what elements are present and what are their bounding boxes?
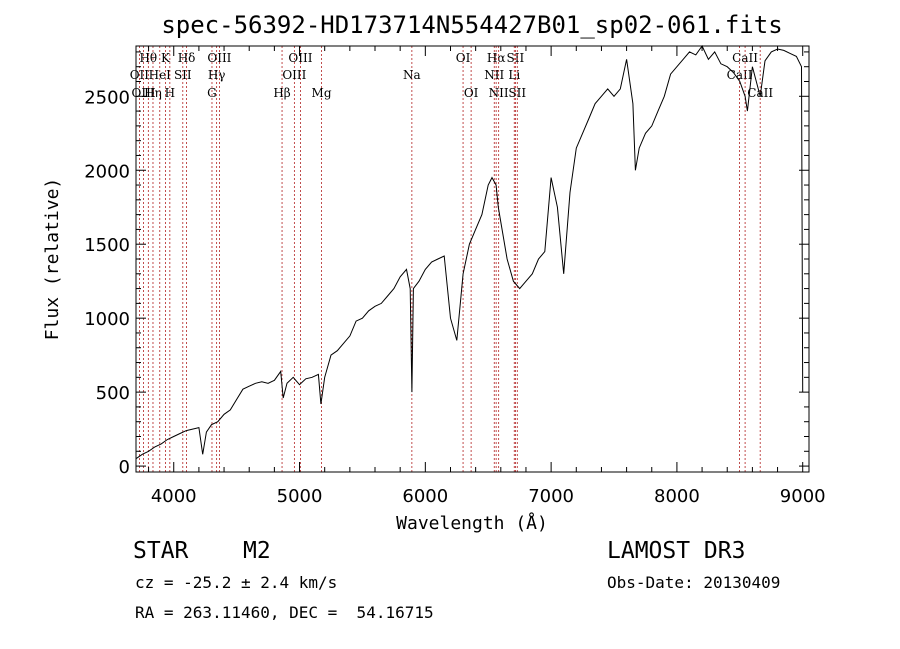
line-marker-label: Hη xyxy=(144,86,162,100)
line-marker-label: OIII xyxy=(288,51,312,65)
class-label: STAR xyxy=(133,538,189,564)
x-tick-label: 4000 xyxy=(151,486,197,507)
x-tick-label: 7000 xyxy=(528,486,574,507)
chart-title: spec-56392-HD173714N554427B01_sp02-061.f… xyxy=(161,11,782,39)
line-marker-label: H xyxy=(165,86,175,100)
line-marker-label: SII xyxy=(174,68,192,82)
line-marker-label: OI xyxy=(456,51,471,65)
y-tick-label: 1500 xyxy=(84,235,130,256)
survey-label: LAMOST DR3 xyxy=(607,538,746,564)
y-tick-label: 2000 xyxy=(84,161,130,182)
x-axis-label: Wavelength (Å) xyxy=(396,512,548,534)
x-tick-label: 6000 xyxy=(402,486,448,507)
line-markers: HθOIIOIIIHηHeIKHSIIHδGHγOIIIHβOIIIOIIIMg… xyxy=(130,46,773,472)
line-marker-label: OIII xyxy=(282,68,306,82)
plot-frame xyxy=(135,45,810,473)
line-marker-label: SII xyxy=(508,86,526,100)
y-axis-label: Flux (relative) xyxy=(42,178,63,341)
line-marker-label: Hβ xyxy=(273,86,290,100)
cz-value: cz = -25.2 ± 2.4 km/s xyxy=(135,573,338,592)
line-marker-label: NII xyxy=(484,68,504,82)
line-marker-label: Mg xyxy=(312,86,332,100)
line-marker-label: Li xyxy=(508,68,520,82)
line-marker-label: Hα xyxy=(487,51,506,65)
y-tick-label: 500 xyxy=(96,383,130,404)
x-tick-label: 5000 xyxy=(277,486,323,507)
coords-value: RA = 263.11460, DEC = 54.16715 xyxy=(135,603,434,622)
line-marker-label: Na xyxy=(403,68,421,82)
subclass-label: M2 xyxy=(243,538,271,564)
spectrum-chart: spec-56392-HD173714N554427B01_sp02-061.f… xyxy=(42,11,826,534)
y-axis: 0 500 1000 1500 2000 2500 xyxy=(84,51,809,478)
line-marker-label: K xyxy=(161,51,171,65)
line-marker-label: HeI xyxy=(149,68,172,82)
line-marker-label: OII xyxy=(130,68,150,82)
obs-date: Obs-Date: 20130409 xyxy=(607,573,781,592)
line-marker-label: Hδ xyxy=(178,51,196,65)
line-marker-label: OIII xyxy=(207,51,231,65)
y-tick-label: 2500 xyxy=(84,87,130,108)
x-tick-label: 9000 xyxy=(780,486,826,507)
line-marker-label: Hγ xyxy=(208,68,226,82)
x-tick-label: 8000 xyxy=(654,486,700,507)
y-tick-label: 1000 xyxy=(84,309,130,330)
line-marker-label: Hθ xyxy=(139,51,157,65)
line-marker-label: NII xyxy=(489,86,509,100)
spectrum-line xyxy=(135,45,804,460)
x-axis: 4000 5000 6000 7000 8000 9000 xyxy=(148,46,826,507)
line-marker-label: G xyxy=(207,86,217,100)
line-marker-label: CaII xyxy=(727,68,753,82)
line-marker-label: CaII xyxy=(732,51,758,65)
y-tick-label: 0 xyxy=(119,457,130,478)
line-marker-label: SII xyxy=(507,51,525,65)
line-marker-label: OI xyxy=(464,86,479,100)
